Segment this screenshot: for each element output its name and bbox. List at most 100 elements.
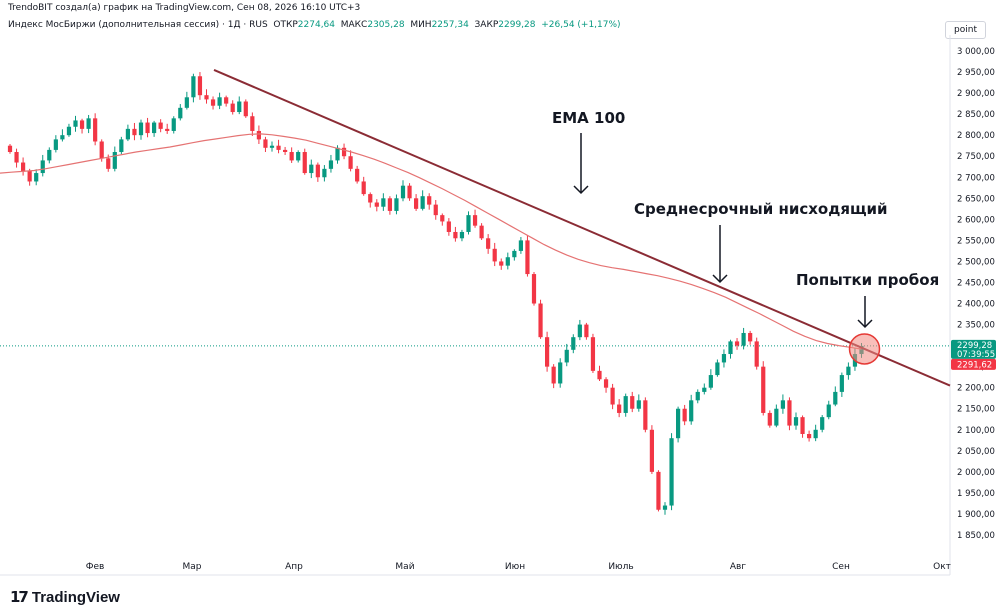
y-tick-label: 2 250,00 [957,363,995,373]
candle-body [702,387,707,392]
y-tick-label: 2 200,00 [957,384,995,394]
candle-body [820,417,825,430]
candle-body [66,126,72,136]
candle-body [603,379,609,388]
breakout-annotation: Попытки пробоя [796,271,939,289]
candle-body [256,130,261,140]
candle-body [191,76,196,98]
candle-body [230,103,235,113]
downtrend-line[interactable] [213,69,951,387]
candle-body [276,145,281,150]
candle-body [263,139,268,148]
chart-attribution: TrendoBIT создал(а) график на TradingVie… [8,3,361,13]
candle-body [689,400,694,422]
candle-body [296,152,301,161]
open-label: ОТКР [273,20,298,30]
y-tick-label: 2 800,00 [957,131,995,141]
candle-body [446,221,451,232]
candle-body [630,396,635,409]
candle-body [34,173,39,182]
candle-body [184,97,189,108]
candle-body [40,160,45,174]
brand-name: TradingView [31,588,120,606]
candle-body [807,433,812,439]
x-tick-label: Июн [505,562,525,572]
y-tick-label: 2 750,00 [957,152,995,162]
x-tick-label: Мар [183,562,202,572]
candles [7,72,864,515]
scale-unit-button[interactable]: point [945,21,986,39]
candle-body [440,215,445,222]
candle-body [99,141,104,159]
candle-body [617,404,622,413]
x-tick-label: Сен [832,562,850,572]
candle-body [73,120,78,127]
candle-body [21,162,26,171]
x-tick-label: Май [395,562,414,572]
y-tick-label: 1 900,00 [957,510,995,520]
candle-body [224,97,229,104]
candle-body [846,366,851,376]
candle-body [420,196,425,209]
candle-body [518,240,523,251]
candle-body [787,400,792,426]
candle-body [361,181,366,195]
candle-body [695,391,700,401]
breakout-arrow-head [857,319,873,329]
close-label: ЗАКР [474,20,499,30]
candle-body [538,303,543,338]
candle-body [283,149,288,153]
candle-body [833,391,838,405]
ema-value-text: 2291,62 [957,360,992,370]
candle-body [355,168,360,182]
y-tick-label: 3 000,00 [957,47,995,57]
candle-body [93,118,98,142]
candle-body [793,417,799,426]
candle-body [780,400,785,409]
y-tick-label: 2 450,00 [957,278,995,288]
candle-body [715,362,720,376]
candle-body [728,341,733,355]
candle-body [682,408,687,422]
y-tick-label: 2 900,00 [957,89,995,99]
candle-body [741,332,746,346]
candle-body [197,76,203,96]
candle-body [433,204,438,216]
candle-body [800,417,805,434]
candle-body [335,147,340,161]
candle-body [708,375,713,388]
y-tick-label: 2 500,00 [957,257,995,267]
candle-body [112,152,117,169]
ema-arrow-head [573,185,589,195]
candle-body [341,147,347,157]
candle-body [545,337,550,367]
y-tick-label: 2 150,00 [957,405,995,415]
candle-body [721,354,727,363]
candle-body [14,152,19,163]
candle-body [761,366,766,413]
candle-body [315,164,320,178]
candle-body [269,145,275,148]
y-tick-label: 2 400,00 [957,300,995,310]
candle-body [79,120,85,129]
candle-body [859,345,864,355]
candle-body [590,337,596,371]
candle-body [466,215,471,232]
y-tick-label: 2 850,00 [957,110,995,120]
open-value: 2274,64 [297,20,336,30]
candle-body [328,160,334,169]
tradingview-brand[interactable]: 17 TradingView [10,588,120,606]
candle-body [322,168,327,178]
candle-body [767,412,772,426]
candle-body [472,215,478,226]
candle-body [407,185,412,199]
y-tick-label: 1 950,00 [957,489,995,499]
candle-body [571,337,576,350]
candle-body [145,122,150,134]
candle-body [656,471,661,510]
y-tick-label: 2 600,00 [957,215,995,225]
candle-body [669,438,674,506]
candle-body [852,354,858,367]
candle-body [60,135,65,140]
